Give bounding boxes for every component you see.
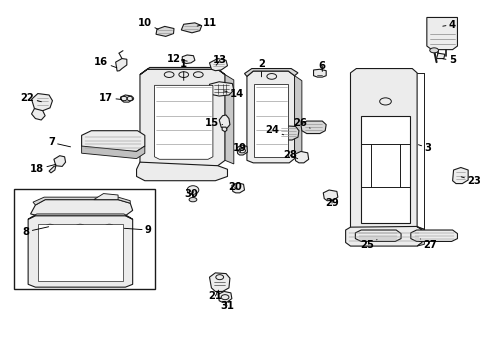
Polygon shape	[116, 59, 126, 71]
Polygon shape	[209, 82, 233, 96]
Polygon shape	[355, 230, 400, 242]
Polygon shape	[410, 230, 457, 242]
Polygon shape	[426, 18, 457, 50]
Polygon shape	[313, 69, 325, 77]
Polygon shape	[33, 197, 130, 205]
Polygon shape	[94, 194, 118, 200]
Polygon shape	[30, 200, 132, 216]
Text: 25: 25	[359, 240, 376, 250]
Polygon shape	[222, 127, 226, 132]
Bar	[14, 189, 154, 289]
Text: 19: 19	[232, 143, 246, 153]
Polygon shape	[345, 226, 421, 246]
Text: 4: 4	[442, 19, 455, 30]
Text: 11: 11	[197, 18, 217, 28]
Polygon shape	[31, 109, 45, 120]
Polygon shape	[254, 84, 287, 157]
Text: 5: 5	[442, 55, 455, 65]
Text: 14: 14	[224, 89, 244, 99]
Text: 17: 17	[99, 93, 122, 103]
Text: 8: 8	[22, 227, 48, 237]
Text: 27: 27	[420, 239, 436, 250]
Text: 29: 29	[325, 198, 338, 208]
Polygon shape	[31, 94, 52, 111]
Text: 13: 13	[212, 55, 226, 65]
Polygon shape	[49, 166, 56, 173]
Polygon shape	[209, 59, 227, 71]
Polygon shape	[136, 162, 227, 181]
Text: 1: 1	[180, 59, 187, 80]
Text: 3: 3	[418, 143, 430, 153]
Polygon shape	[236, 145, 247, 155]
Polygon shape	[38, 224, 122, 281]
Ellipse shape	[187, 186, 199, 194]
Polygon shape	[246, 71, 294, 163]
Text: 30: 30	[184, 189, 198, 199]
Polygon shape	[81, 131, 144, 152]
Polygon shape	[436, 53, 444, 59]
Text: 7: 7	[48, 138, 70, 148]
Polygon shape	[416, 226, 424, 246]
Text: 15: 15	[204, 118, 222, 128]
Text: 22: 22	[20, 93, 41, 103]
Text: 21: 21	[208, 290, 222, 301]
Polygon shape	[219, 115, 229, 129]
Polygon shape	[300, 121, 325, 134]
Polygon shape	[120, 95, 132, 102]
Polygon shape	[277, 126, 298, 140]
Polygon shape	[218, 292, 231, 302]
Polygon shape	[182, 55, 195, 64]
Polygon shape	[231, 183, 244, 193]
Polygon shape	[350, 68, 416, 232]
Polygon shape	[28, 216, 132, 287]
Text: 23: 23	[460, 176, 480, 186]
Polygon shape	[209, 273, 229, 292]
Text: 9: 9	[124, 225, 151, 235]
Polygon shape	[156, 26, 174, 36]
Polygon shape	[81, 146, 144, 158]
Polygon shape	[294, 152, 308, 163]
Text: 12: 12	[166, 54, 187, 64]
Text: 2: 2	[258, 59, 264, 77]
Ellipse shape	[189, 198, 197, 202]
Text: 31: 31	[220, 301, 234, 311]
Text: 16: 16	[94, 57, 117, 68]
Polygon shape	[54, 156, 65, 166]
Polygon shape	[224, 75, 233, 164]
Text: 6: 6	[318, 61, 325, 71]
Ellipse shape	[429, 48, 438, 53]
Polygon shape	[181, 23, 201, 33]
Text: 24: 24	[265, 125, 283, 135]
Polygon shape	[323, 190, 337, 201]
Polygon shape	[154, 85, 212, 159]
Polygon shape	[28, 214, 132, 219]
Polygon shape	[140, 69, 224, 166]
Text: 18: 18	[30, 164, 56, 174]
Text: 26: 26	[292, 118, 309, 128]
Text: 20: 20	[227, 182, 241, 192]
Polygon shape	[452, 167, 467, 184]
Polygon shape	[361, 116, 409, 223]
Polygon shape	[140, 67, 224, 75]
Polygon shape	[244, 68, 297, 76]
Text: 10: 10	[138, 18, 158, 30]
Polygon shape	[294, 76, 301, 162]
Text: 28: 28	[283, 150, 297, 160]
